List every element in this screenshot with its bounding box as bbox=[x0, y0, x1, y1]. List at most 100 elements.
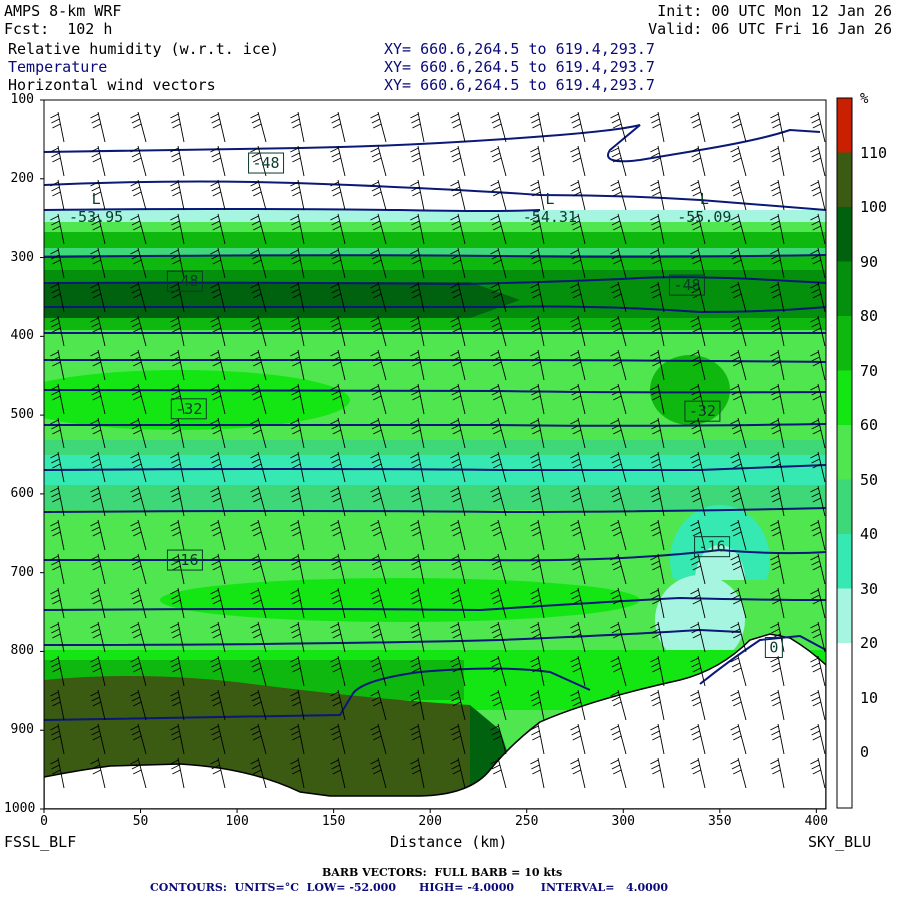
wind-barb bbox=[290, 519, 305, 551]
wind-barb bbox=[730, 111, 747, 143]
wind-barb bbox=[370, 689, 387, 721]
wind-barb bbox=[690, 281, 706, 313]
wind-barb bbox=[170, 519, 185, 551]
wind-barb bbox=[290, 213, 305, 245]
wind-barb bbox=[250, 451, 267, 483]
wind-barb bbox=[370, 553, 387, 585]
wind-barb bbox=[90, 315, 106, 347]
wind-barb bbox=[450, 383, 466, 415]
svg-text:-16: -16 bbox=[699, 538, 726, 556]
wind-barb bbox=[770, 587, 785, 619]
wind-barb bbox=[250, 655, 267, 687]
wind-barb bbox=[810, 213, 826, 245]
wind-barb bbox=[210, 451, 226, 483]
wind-barb bbox=[250, 621, 267, 653]
wind-barb bbox=[130, 349, 147, 381]
contour-label: -48 bbox=[166, 270, 203, 292]
wind-barb bbox=[210, 213, 226, 245]
rh-core-100-east bbox=[650, 282, 826, 318]
colorbar-swatch bbox=[837, 534, 852, 589]
wind-barb bbox=[770, 553, 785, 585]
wind-barb bbox=[330, 655, 346, 687]
wind-barb bbox=[530, 451, 545, 483]
wind-barb bbox=[290, 315, 305, 347]
wind-barb bbox=[90, 757, 106, 789]
wind-barb bbox=[650, 451, 665, 483]
wind-barb bbox=[50, 383, 65, 415]
wind-barb bbox=[170, 281, 185, 313]
wind-barb bbox=[90, 587, 106, 619]
wind-barb bbox=[410, 621, 425, 653]
wind-barb bbox=[610, 281, 627, 313]
y-tick-label: 200 bbox=[10, 170, 34, 186]
temperature-contour-line bbox=[44, 628, 741, 646]
wind-barb bbox=[330, 213, 346, 245]
wind-barb bbox=[370, 757, 387, 789]
wind-barb bbox=[770, 315, 785, 347]
wind-barb bbox=[450, 553, 466, 585]
wind-barb bbox=[810, 553, 826, 585]
wind-barb bbox=[490, 655, 507, 687]
wind-barb bbox=[810, 145, 826, 177]
wind-barb bbox=[210, 111, 226, 143]
valid-time: Valid: 06 UTC Fri 16 Jan 26 bbox=[648, 20, 892, 38]
wind-barb bbox=[330, 247, 346, 279]
wind-barb bbox=[170, 315, 185, 347]
wind-barb bbox=[50, 417, 65, 449]
wind-barb bbox=[50, 757, 65, 789]
wind-barb bbox=[810, 621, 826, 653]
wind-barb bbox=[650, 247, 665, 279]
colorbar-label: 70 bbox=[860, 361, 879, 380]
wind-barb bbox=[450, 179, 466, 211]
wind-barb bbox=[450, 485, 466, 517]
wind-barb bbox=[690, 519, 706, 551]
wind-barb bbox=[290, 723, 305, 755]
wind-barb bbox=[370, 587, 387, 619]
wind-barb bbox=[770, 519, 785, 551]
wind-barb bbox=[90, 383, 106, 415]
rh-layer-90 bbox=[44, 270, 826, 318]
wind-barb bbox=[250, 587, 267, 619]
wind-barb bbox=[490, 587, 507, 619]
wind-barb bbox=[410, 757, 425, 789]
y-tick-label: 800 bbox=[10, 643, 34, 659]
wind-barb bbox=[570, 281, 586, 313]
temperature-contour-line bbox=[44, 596, 826, 612]
wind-barb bbox=[90, 179, 106, 211]
wind-barb bbox=[130, 587, 147, 619]
wind-barb bbox=[810, 349, 826, 381]
wind-barb bbox=[770, 349, 785, 381]
wind-barb bbox=[650, 757, 665, 789]
temperature-contour-line bbox=[699, 634, 826, 685]
wind-barb bbox=[370, 451, 387, 483]
wind-barb bbox=[210, 587, 226, 619]
wind-barb bbox=[50, 621, 65, 653]
wind-barb bbox=[130, 111, 147, 143]
colorbar-label: 60 bbox=[860, 416, 879, 434]
wind-barb bbox=[50, 587, 65, 619]
contour-label: -16 bbox=[694, 536, 731, 558]
rh-patch-30-east-low bbox=[655, 575, 745, 665]
rh-core-100-west bbox=[44, 282, 520, 318]
wind-barb bbox=[370, 213, 387, 245]
field-wind: Horizontal wind vectors bbox=[8, 76, 216, 94]
wind-barb bbox=[250, 213, 267, 245]
x-tick-label: 250 bbox=[514, 814, 539, 829]
wind-barb bbox=[610, 689, 627, 721]
wind-barb bbox=[530, 655, 545, 687]
wind-barb bbox=[50, 315, 65, 347]
svg-text:-48: -48 bbox=[253, 154, 280, 172]
svg-text:L: L bbox=[92, 190, 101, 208]
wind-barb bbox=[290, 587, 305, 619]
wind-barb bbox=[810, 383, 826, 415]
wind-barb bbox=[250, 349, 267, 381]
y-tick-label: 500 bbox=[10, 407, 34, 423]
wind-barb bbox=[330, 111, 346, 143]
barb-legend: BARB VECTORS: FULL BARB = 10 kts bbox=[322, 866, 563, 879]
colorbar-label: 110 bbox=[860, 143, 888, 162]
left-endpoint-label: FSSL_BLF bbox=[4, 833, 77, 851]
wind-barb bbox=[250, 315, 267, 347]
wind-barb bbox=[330, 519, 346, 551]
wind-barb bbox=[130, 417, 147, 449]
wind-barb bbox=[530, 553, 545, 585]
